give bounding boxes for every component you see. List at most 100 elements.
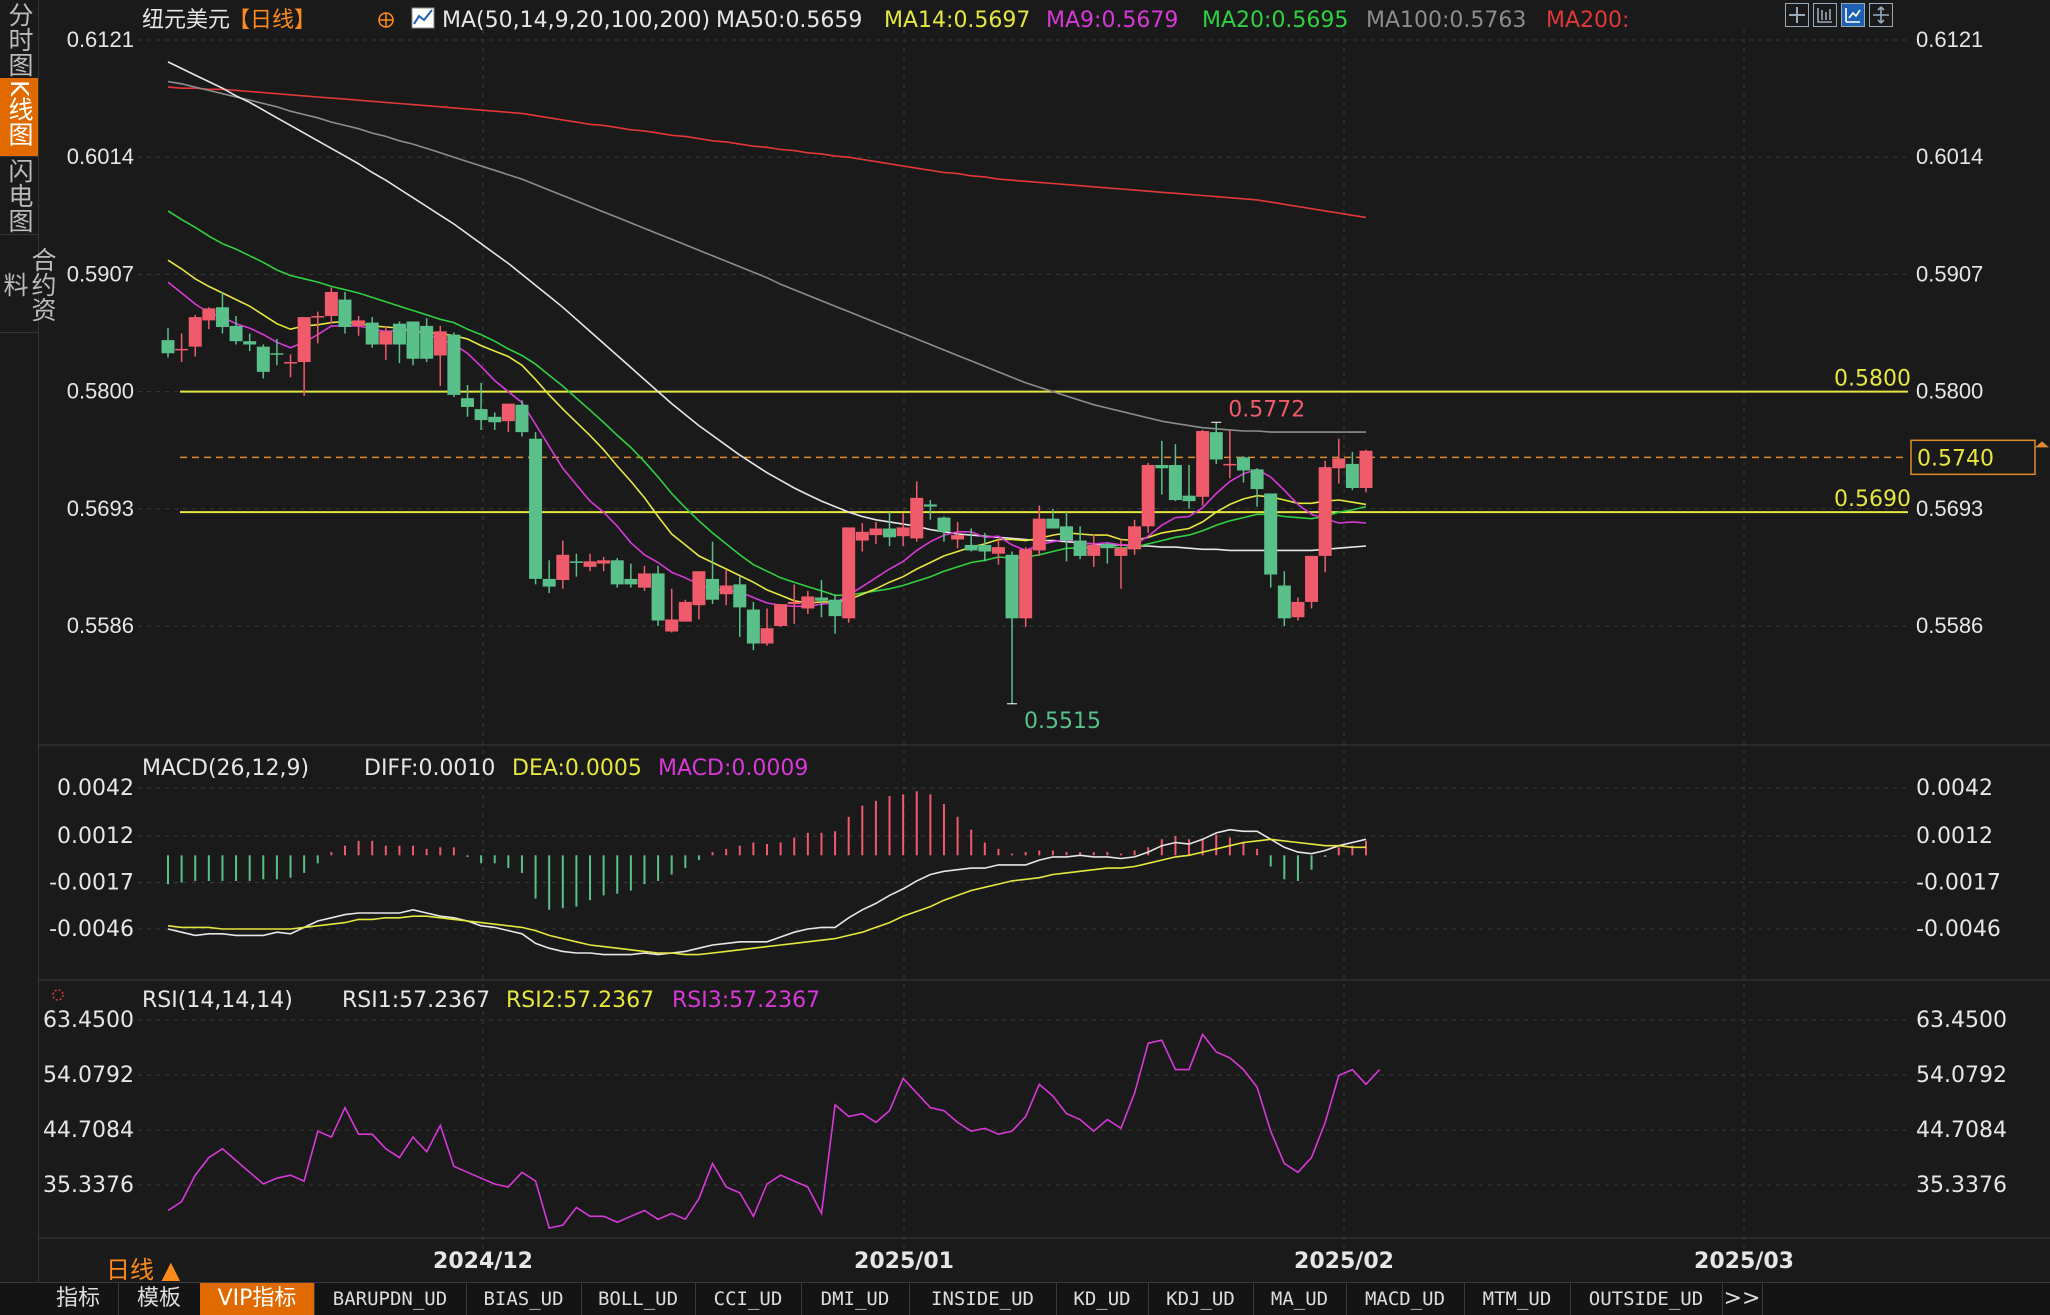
add-indicator-icon-cross [379,13,393,27]
candle-body [774,604,788,626]
candle-body [624,578,638,585]
ma100-value: MA100:0.5763 [1366,8,1526,33]
horizontal-level-label: 0.5800 [1834,367,1911,392]
tab-vip-indicator[interactable]: VIP指标 [200,1283,315,1315]
candle-body [1332,458,1346,469]
date-tick: 2024/12 [433,1249,533,1274]
zoom-icon[interactable] [1869,3,1893,27]
candle-body [1236,457,1250,471]
price-tick-left: 0.5800 [67,379,134,404]
candle-body [855,531,869,541]
tab-kdj[interactable]: KDJ_UD [1148,1283,1254,1315]
chart-svg[interactable]: 0.6121 0.6121 0.6014 0.6014 0.5907 0.5907 0.58… [38,0,2050,1282]
candle-body [1196,431,1210,497]
candle-body [215,307,229,327]
candle-body [910,497,924,539]
macd-tick-right: 0.0042 [1916,776,1993,801]
candle-body [964,544,978,551]
tab-outside[interactable]: OUTSIDE_UD [1570,1283,1723,1315]
tab-contract-info[interactable]: 合约资料 [0,234,57,333]
macd-tick-left: 0.0012 [57,824,134,849]
price-tick-left: 0.5907 [67,261,134,286]
candle-body [991,547,1005,554]
candle-body [1019,549,1033,619]
tab-flash[interactable]: 闪电图 [0,156,38,235]
tab-boll[interactable]: BOLL_UD [581,1283,696,1315]
tab-kline[interactable]: K线图 [0,78,38,157]
period-label-text: 日线 [106,1256,154,1284]
layout-icon[interactable] [1813,3,1837,27]
candle-body [937,517,951,532]
draw-icon[interactable] [1841,3,1865,27]
candle-body [474,409,488,421]
candle-body [842,527,856,619]
candle-body [1291,601,1305,618]
period-tag: 【日线】 [228,8,316,33]
candle-body [569,561,583,563]
crosshair-icon[interactable] [1785,3,1809,27]
rsi-tick-right: 54.0792 [1916,1063,2007,1088]
candle-body [923,504,937,507]
tab-dmi[interactable]: DMI_UD [801,1283,910,1315]
zoom-glyph [1873,6,1889,24]
tab-inside[interactable]: INSIDE_UD [909,1283,1057,1315]
tab-mtm[interactable]: MTM_UD [1464,1283,1571,1315]
candle-body [787,601,801,605]
period-label[interactable]: 日线 ▲ [106,1250,180,1285]
price-tick-left: 0.5586 [67,613,134,638]
rsi-tick-left: 54.0792 [43,1063,134,1088]
rsi-tick-right: 35.3376 [1916,1173,2007,1198]
tab-flash-label: 闪电图 [5,158,34,233]
price-tick-right: 0.6014 [1916,144,1983,169]
rsi-tick-left: 63.4500 [43,1008,134,1033]
price-tick-left: 0.6014 [67,144,134,169]
candle-body [202,308,216,321]
candle-body [597,560,611,564]
candle-body [433,331,447,356]
candle-body [1032,518,1046,551]
candle-body [1318,467,1332,556]
ma100-line [167,80,1366,433]
candle-body [324,291,338,317]
tab-timeshare-label: 分时图 [5,2,34,77]
ma9-value: MA9:0.5679 [1046,8,1178,33]
macd-tick-right: -0.0046 [1916,917,2001,942]
candle-body [637,573,651,588]
tab-bias[interactable]: BIAS_UD [466,1283,582,1315]
candle-body [420,325,434,359]
macd-tick-right: -0.0017 [1916,871,2001,896]
tab-contract-info-label: 合约资料 [0,246,57,322]
candle-body [501,403,515,422]
tab-template[interactable]: 模板 [118,1283,201,1315]
macd-tick-left: 0.0042 [57,776,134,801]
candle-body [542,578,556,587]
candle-body [311,316,325,318]
candle-body [951,535,965,540]
tab-kd[interactable]: KD_UD [1056,1283,1149,1315]
tab-macd[interactable]: MACD_UD [1346,1283,1465,1315]
tab-timeshare[interactable]: 分时图 [0,0,38,79]
chart-area[interactable]: 0.6121 0.6121 0.6014 0.6014 0.5907 0.5907 0.58… [38,0,2050,1285]
candle-body [270,353,284,355]
tab-barupdn[interactable]: BARUPDN_UD [314,1283,467,1315]
macd-diff-line [167,828,1367,956]
ma200-line [167,86,1367,219]
candle-body [1182,495,1196,502]
price-tick-right: 0.5907 [1916,261,1983,286]
rsi-tick-right: 63.4500 [1916,1008,2007,1033]
tab-cci[interactable]: CCI_UD [695,1283,802,1315]
candle-body [1060,526,1073,541]
candle-body [746,609,760,644]
low-marker-label: 0.5515 [1024,709,1101,734]
tab-kline-label: K线图 [5,80,34,147]
candle-body [869,528,883,536]
rsi-rsi1-value: RSI1:57.2367 [342,988,490,1013]
tab-indicator[interactable]: 指标 [38,1283,119,1315]
tab-ma[interactable]: MA_UD [1253,1283,1347,1315]
horizontal-level-label: 0.5690 [1834,487,1911,512]
ma-spec: MA(50,14,9,20,100,200) [442,8,710,33]
more-tabs-button[interactable]: >> [1722,1283,1763,1315]
indicator-chart-icon-line [413,9,433,25]
candle-body [719,585,733,595]
candle-body [692,571,706,606]
